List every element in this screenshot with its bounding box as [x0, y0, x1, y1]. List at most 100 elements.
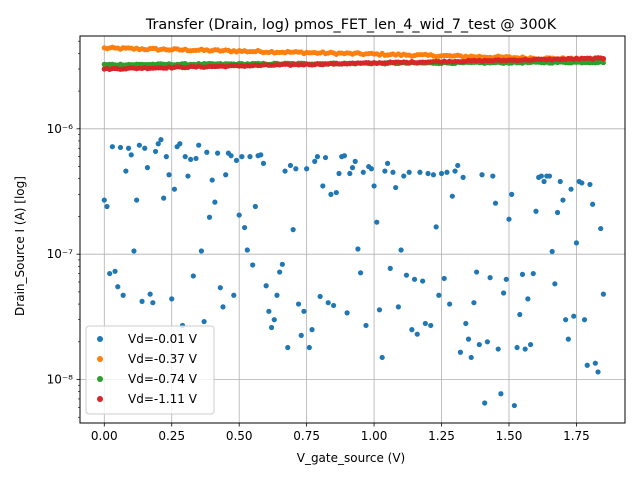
data-point — [204, 149, 210, 155]
data-point — [538, 173, 544, 179]
data-point — [123, 168, 129, 174]
data-point — [495, 346, 501, 352]
data-point — [482, 400, 488, 406]
data-point — [414, 331, 420, 337]
data-point — [228, 153, 234, 159]
series-1 — [101, 137, 607, 409]
data-point — [455, 162, 461, 169]
data-point — [271, 317, 277, 323]
data-point — [223, 172, 229, 178]
data-point — [457, 349, 464, 355]
data-point — [301, 308, 307, 314]
data-point — [333, 189, 339, 196]
x-tick-label: 0.00 — [91, 429, 118, 443]
data-point — [236, 212, 242, 218]
data-point — [565, 336, 571, 342]
data-point — [161, 195, 167, 201]
data-point — [417, 169, 423, 175]
data-point — [422, 320, 428, 327]
data-point — [436, 292, 442, 298]
data-point — [425, 170, 431, 177]
data-point — [322, 154, 329, 161]
grid-lines — [80, 36, 625, 423]
data-point — [279, 261, 285, 267]
data-point — [287, 162, 294, 169]
x-tick-label: 0.75 — [293, 429, 320, 443]
data-point — [509, 191, 515, 197]
data-point — [147, 291, 153, 297]
data-point — [376, 307, 383, 313]
x-tick-label: 1.50 — [496, 429, 523, 443]
data-point — [336, 170, 342, 177]
series-4 — [101, 55, 607, 73]
data-point — [384, 160, 391, 166]
chart-title: Transfer (Drain, log) pmos_FET_len_4_wid… — [145, 17, 557, 33]
legend-entry: Vd=-0.74 V — [128, 372, 198, 386]
data-point — [233, 157, 240, 163]
data-point — [144, 165, 151, 171]
data-point — [201, 318, 207, 325]
data-point — [511, 402, 517, 409]
data-point — [506, 216, 512, 222]
data-point — [479, 172, 485, 178]
data-point — [500, 290, 507, 296]
data-point — [150, 300, 156, 306]
data-point — [163, 154, 169, 160]
data-point — [101, 197, 107, 203]
y-axis-label: Drain_Source I (A) [log] — [13, 176, 27, 316]
data-point — [244, 247, 250, 253]
data-point — [328, 191, 334, 197]
plot-frame — [79, 35, 626, 424]
data-point — [433, 224, 439, 230]
data-point — [139, 298, 145, 304]
data-point — [522, 346, 528, 352]
data-point — [533, 208, 539, 214]
series-2 — [101, 44, 607, 63]
x-tick-label: 1.75 — [563, 429, 590, 443]
data-point — [368, 166, 374, 172]
data-point — [331, 302, 337, 309]
data-point — [341, 153, 348, 159]
data-point — [474, 269, 480, 275]
data-point — [190, 273, 196, 279]
legend-marker — [97, 356, 103, 362]
legend-marker — [97, 336, 103, 342]
data-point — [406, 169, 412, 175]
data-point — [134, 197, 140, 203]
data-point — [549, 248, 555, 255]
data-point — [387, 265, 393, 271]
data-point — [239, 154, 245, 160]
data-point — [188, 156, 194, 163]
data-point — [525, 296, 531, 302]
data-point — [587, 181, 593, 188]
data-point — [357, 270, 364, 276]
data-point — [206, 214, 213, 220]
data-point — [530, 270, 536, 277]
x-tick-label: 0.25 — [158, 429, 185, 443]
data-point — [420, 278, 426, 284]
data-point — [166, 172, 172, 178]
data-point — [430, 172, 437, 178]
data-point — [449, 193, 455, 199]
data-point — [325, 300, 331, 306]
data-point — [379, 354, 385, 361]
data-point — [441, 275, 447, 282]
data-point — [136, 142, 142, 148]
y-tick-label: 10⁻⁶ — [47, 122, 74, 136]
data-point — [498, 391, 504, 397]
y-axis-ticks: 10⁻⁸ 10⁻⁷ 10⁻⁶ — [47, 122, 80, 387]
series-layer — [101, 44, 607, 409]
data-point — [490, 173, 496, 179]
legend-box — [85, 325, 215, 415]
data-point — [557, 178, 563, 185]
data-point — [546, 173, 553, 179]
data-point — [519, 271, 526, 277]
data-point — [231, 292, 237, 298]
legend: Vd=-0.01 V Vd=-0.37 V Vd=-0.74 V Vd=-1.11 V — [85, 325, 215, 415]
data-point — [128, 152, 134, 158]
data-point — [447, 301, 453, 307]
data-point — [563, 317, 569, 323]
data-point — [598, 225, 604, 232]
data-point — [590, 201, 596, 207]
